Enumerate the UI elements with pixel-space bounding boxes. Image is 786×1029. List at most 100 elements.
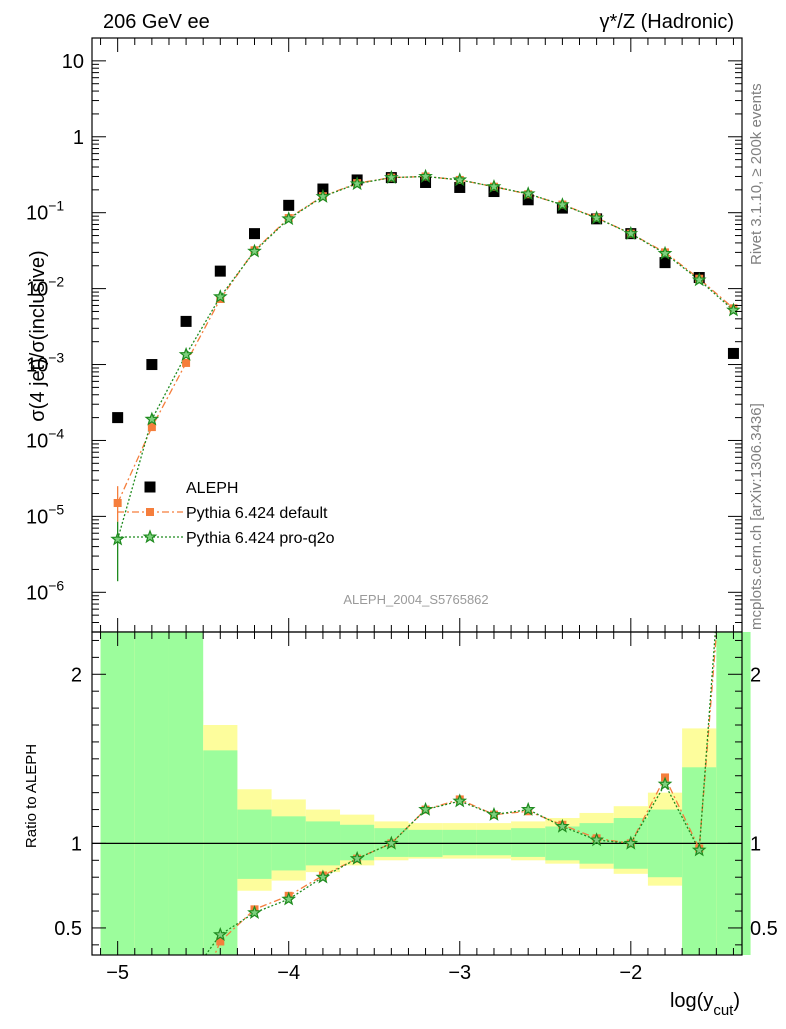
aleph-point (454, 181, 466, 193)
aleph-point (488, 186, 500, 198)
aleph-point (112, 412, 124, 424)
aleph-point (146, 359, 158, 371)
pythia-6-424-pro-q2o-point (315, 188, 331, 203)
pythia-6-424-default-point (182, 358, 191, 367)
ratio-bands (92, 632, 751, 955)
legend-aleph-label: ALEPH (186, 480, 238, 497)
aleph-point (283, 199, 295, 211)
stat-band (237, 809, 272, 879)
pythia-6-424-default-line (117, 175, 734, 504)
mcplots-label: mcplots.cern.ch [arXiv:1306.3436] (748, 403, 765, 630)
main-panel: 10−6 10−5 10−4 10−3 10−2 10−1 1 10 ALEPH_2004_S… (26, 37, 743, 633)
main-marks (110, 168, 741, 582)
legend: ALEPH Pythia 6.424 default Pythia 6.424 pr… (117, 480, 335, 547)
ratio-pythia-6-424-pro-q2o-point (212, 926, 228, 941)
ratio-pythia-6-424-pro-q2o-point (452, 793, 468, 808)
pythia-6-424-pro-q2o-point (418, 168, 433, 183)
x-axis-label: log(ycut) (670, 990, 740, 1019)
pythia-6-424-default-point (113, 499, 122, 508)
stat-band (682, 767, 717, 955)
stat-band (168, 632, 204, 955)
x-tick-label: −2 (619, 962, 642, 984)
analysis-watermark: ALEPH_2004_S5765862 (343, 592, 488, 607)
ratio-pythia-6-424-pro-q2o-point (315, 869, 331, 884)
pythia-6-424-pro-q2o-point (726, 302, 741, 317)
pythia-6-424-pro-q2o-point (212, 289, 228, 304)
ratio-pythia-6-424-pro-q2o-point (691, 842, 707, 857)
ratio-pythia-6-424-pro-q2o-point (657, 776, 673, 791)
stat-band (134, 632, 169, 955)
ratio-pythia-6-424-pro-q2o-point (555, 818, 570, 833)
ratio-pythia-6-424-pro-q2o-point (520, 801, 536, 816)
pythia-6-424-pro-q2o-point (555, 197, 570, 212)
legend-pythia-6-424-default-label: Pythia 6.424 default (186, 505, 328, 522)
aleph-point (420, 176, 432, 188)
ratio-y-tick-label-right: 0.5 (750, 918, 778, 940)
aleph-point (727, 347, 739, 359)
pythia-6-424-pro-q2o-point (281, 211, 297, 226)
x-tick-label: −3 (448, 962, 471, 984)
main-y-tick-label: 10−4 (26, 425, 64, 452)
x-tick-label: −5 (106, 962, 129, 984)
ratio-y-tick-label: 2 (71, 664, 82, 686)
pythia-6-424-pro-q2o-point (657, 245, 673, 260)
ratio-pythia-6-424-pro-q2o-point (623, 835, 639, 850)
ratio-series (204, 632, 718, 955)
legend-aleph-marker (144, 481, 156, 493)
ratio-y-tick-label: 0.5 (54, 918, 82, 940)
stat-band (476, 829, 512, 856)
ratio-pythia-6-424-pro-q2o-point (349, 850, 365, 865)
ratio-axes: −5 −4 −3 −2 0.5 0.5 1 1 2 2 (54, 631, 778, 984)
pythia-6-424-pro-q2o-point (486, 178, 502, 193)
ratio-pythia-6-424-pro-q2o-point (247, 905, 262, 919)
pythia-6-424-pro-q2o-point (520, 186, 536, 201)
pythia-6-424-pro-q2o-point (178, 346, 194, 361)
aleph-point (180, 315, 192, 327)
pythia-6-424-pro-q2o-point (110, 531, 125, 546)
main-y-tick-label: 10−2 (26, 274, 64, 301)
rivet-label: Rivet 3.1.10, ≥ 200k events (748, 83, 765, 265)
aleph-point (659, 257, 671, 269)
aleph-point (214, 265, 226, 277)
pythia-6-424-pro-q2o-point (384, 169, 399, 184)
main-y-tick-label: 10 (62, 51, 84, 73)
main-y-tick-label: 10−6 (26, 577, 64, 604)
main-y-tick-label: 10−3 (26, 350, 64, 377)
ratio-marks (204, 632, 718, 955)
stat-band (100, 632, 135, 955)
stat-band (511, 828, 546, 857)
aleph-point (249, 228, 260, 240)
pythia-6-424-pro-q2o-point (349, 176, 365, 191)
main-y-tick-label: 1 (73, 127, 84, 149)
ratio-pythia-6-424-pro-q2o-point (486, 806, 502, 821)
pythia-6-424-pro-q2o-point (144, 411, 160, 426)
legend-pythia-6-424-pro-q2o-label: Pythia 6.424 pro-q2o (186, 530, 335, 547)
pythia-6-424-pro-q2o-point (247, 243, 262, 258)
legend-pythia-6-424-pro-q2o-marker (142, 529, 158, 544)
ratio-frame (91, 631, 743, 956)
legend-pythia-6-424-default-marker (146, 508, 154, 516)
ratio-pythia-6-424-pro-q2o-point (384, 835, 399, 850)
ratio-y-axis-label: Ratio to ALEPH (23, 744, 40, 848)
header-right: γ*/Z (Hadronic) (600, 11, 734, 33)
main-axes: 10−6 10−5 10−4 10−3 10−2 10−1 1 10 (26, 37, 743, 633)
ratio-pythia-6-424-default-point (216, 937, 225, 946)
header-left: 206 GeV ee (103, 11, 210, 33)
stat-band (203, 750, 238, 955)
ratio-pythia-6-424-pro-q2o-point (418, 801, 433, 816)
aleph-point (522, 194, 534, 206)
ratio-y-tick-label: 1 (71, 833, 82, 855)
ratio-y-tick-label-right: 2 (750, 664, 761, 686)
x-tick-label: −4 (277, 962, 300, 984)
ratio-pythia-6-424-pro-q2o-point (281, 891, 297, 906)
stat-band (442, 829, 477, 856)
ratio-y-tick-label-right: 1 (750, 833, 761, 855)
stat-band (716, 632, 751, 955)
main-y-tick-label: 10−5 (26, 501, 64, 528)
pythia-6-424-pro-q2o-point (589, 210, 604, 225)
pythia-6-424-pro-q2o-point (691, 272, 707, 287)
pythia-6-424-pro-q2o-point (452, 172, 468, 187)
pythia-6-424-pro-q2o-point (623, 225, 639, 240)
